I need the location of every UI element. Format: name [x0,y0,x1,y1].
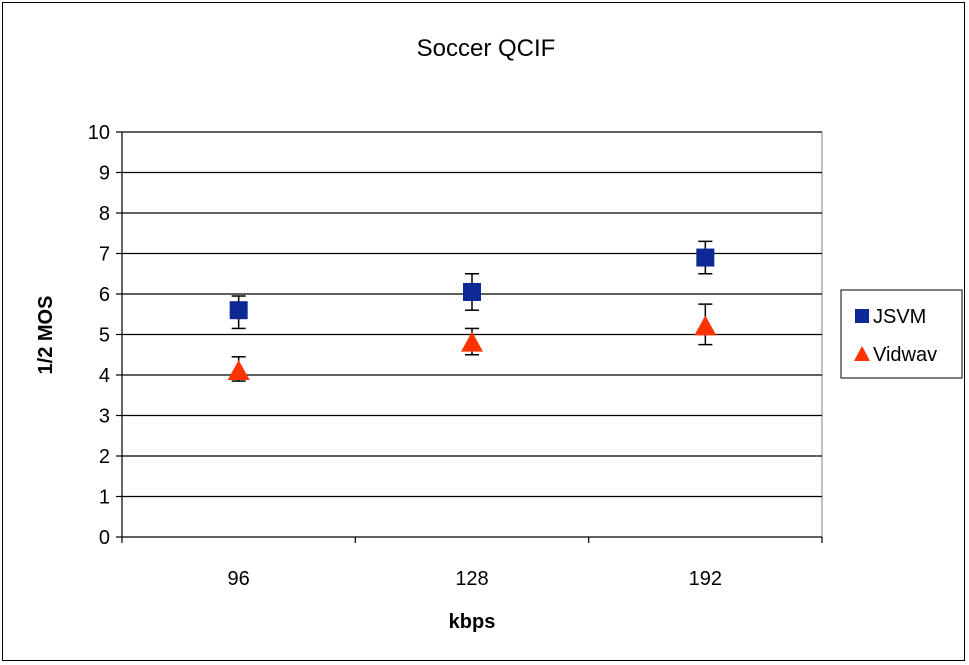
x-tick-label: 128 [455,568,488,590]
legend-label: Vidwav [873,344,937,366]
data-point-vidwav [227,359,250,380]
data-point-vidwav [461,331,483,352]
y-tick-label: 7 [99,244,110,266]
y-tick-label: 3 [99,406,110,428]
data-point-jsvm [696,248,715,267]
y-tick-label: 0 [99,527,110,549]
y-tick-label: 4 [99,365,110,387]
x-axis-label: kbps [449,611,496,633]
data-point-vidwav [694,315,717,336]
data-point-jsvm [463,282,481,301]
y-tick-label: 8 [99,203,110,225]
y-tick-label: 2 [99,446,110,468]
x-tick-label: 192 [689,568,722,590]
legend-marker-jsvm [855,309,869,323]
legend-label: JSVM [873,306,926,328]
data-point-jsvm [229,301,248,320]
legend: JSVM Vidwav [840,289,963,379]
y-tick-label: 5 [99,325,110,347]
y-tick-label: 9 [99,163,110,185]
legend-box [840,289,963,379]
plot-area: 0 1 2 3 4 5 6 7 8 9 10 96 128 192 [88,122,823,590]
legend-marker-vidwav [854,346,870,361]
x-tick-label: 96 [228,568,250,590]
y-tick-label: 6 [99,284,110,306]
y-tick-label: 1 [99,487,110,509]
y-axis-label: 1/2 MOS [35,296,57,375]
y-tick-label: 10 [88,122,110,144]
chart-title: Soccer QCIF [417,35,556,62]
